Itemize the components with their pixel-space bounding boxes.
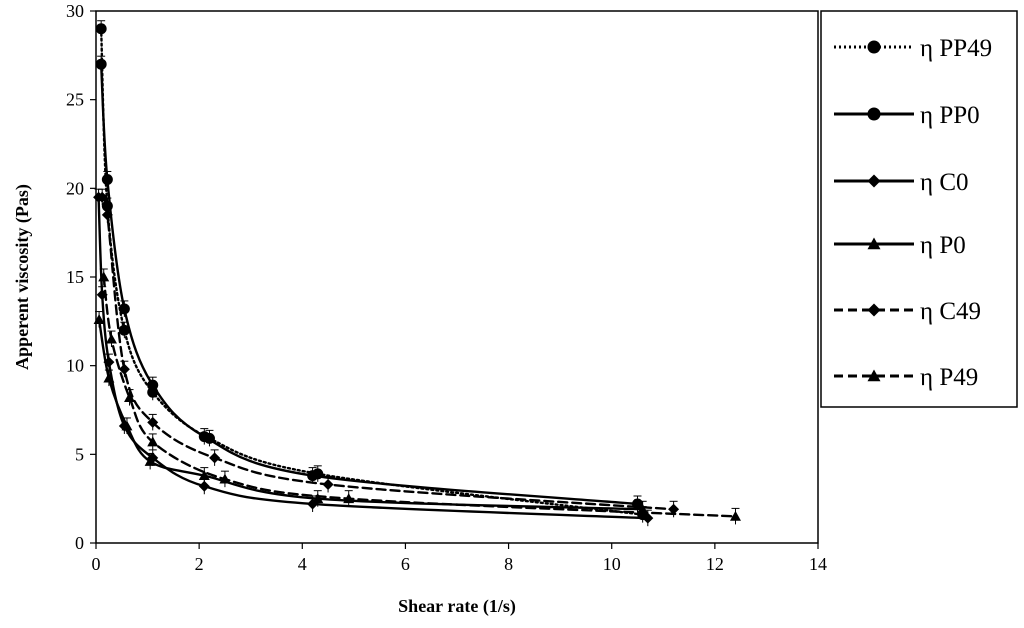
data-point-1 [147, 379, 159, 391]
data-point-1 [198, 431, 210, 443]
data-point-0 [95, 23, 107, 35]
data-point-3 [637, 503, 649, 514]
series-line-1 [99, 63, 639, 506]
data-point-3 [198, 470, 210, 481]
data-point-4 [96, 191, 108, 203]
legend-label-3: η P0 [920, 232, 966, 259]
legend-label-5: η P49 [920, 364, 978, 391]
data-point-4 [209, 452, 221, 464]
legend-marker-2 [867, 174, 881, 188]
y-axis: 0 5 10 15 20 25 30 [66, 1, 96, 553]
data-point-2 [642, 512, 654, 524]
legend-box [820, 10, 1018, 408]
data-point-0 [118, 324, 130, 336]
legend-marker-5 [867, 369, 881, 382]
series-curves [97, 27, 737, 520]
y-tick-label: 0 [75, 533, 84, 553]
legend: η PP49 η PP0 η C0 η P0 η C49 η P49 [820, 10, 1018, 408]
legend-label-2: η C0 [920, 169, 969, 196]
data-point-5 [219, 473, 231, 484]
legend-label-1: η PP0 [920, 102, 980, 129]
y-tick-label: 20 [66, 178, 84, 198]
legend-marker-1 [867, 107, 881, 121]
data-point-5 [105, 333, 117, 344]
data-point-5 [147, 436, 159, 447]
data-point-4 [118, 363, 130, 375]
data-point-4 [322, 478, 334, 490]
legend-label-0: η PP49 [920, 35, 992, 62]
data-point-3 [121, 420, 133, 431]
legend-marker-3 [867, 237, 881, 250]
series-markers [93, 20, 741, 527]
y-tick-label: 5 [75, 444, 84, 464]
data-point-0 [101, 200, 113, 212]
data-point-4 [101, 209, 113, 221]
data-point-2 [198, 480, 210, 492]
y-tick-label: 30 [66, 1, 84, 21]
data-point-1 [118, 303, 130, 315]
data-point-5 [124, 392, 136, 402]
data-point-2 [96, 289, 108, 301]
data-point-4 [668, 503, 680, 515]
x-tick-label: 12 [706, 554, 724, 574]
data-point-3 [144, 455, 156, 466]
x-tick-label: 14 [809, 554, 827, 574]
plot-area [95, 10, 819, 544]
y-tick-label: 25 [66, 90, 84, 110]
x-tick-label: 2 [195, 554, 204, 574]
series-line-4 [100, 195, 675, 511]
legend-marker-4 [867, 303, 881, 317]
data-point-5 [729, 510, 741, 521]
y-tick-label: 15 [66, 267, 84, 287]
data-point-2 [103, 356, 115, 368]
x-tick-label: 0 [92, 554, 101, 574]
data-point-3 [103, 372, 115, 383]
data-point-3 [312, 493, 324, 504]
series-line-3 [97, 318, 644, 511]
x-tick-label: 6 [401, 554, 410, 574]
data-point-4 [147, 416, 159, 428]
legend-label-4: η C49 [920, 298, 981, 325]
x-tick-label: 4 [298, 554, 307, 574]
y-tick-label: 10 [66, 356, 84, 376]
series-line-5 [102, 275, 737, 518]
x-tick-label: 10 [603, 554, 621, 574]
x-axis: 0 2 4 6 8 10 12 14 [92, 543, 827, 574]
data-point-5 [98, 271, 110, 282]
data-point-5 [343, 493, 355, 504]
x-tick-label: 8 [504, 554, 513, 574]
legend-marker-0 [867, 40, 881, 54]
data-point-1 [307, 470, 319, 482]
data-point-1 [101, 173, 113, 185]
series-line-0 [99, 27, 644, 516]
y-axis-title: Apperent viscosity (Pas) [12, 184, 33, 370]
x-axis-title: Shear rate (1/s) [398, 596, 516, 617]
data-point-1 [95, 58, 107, 70]
